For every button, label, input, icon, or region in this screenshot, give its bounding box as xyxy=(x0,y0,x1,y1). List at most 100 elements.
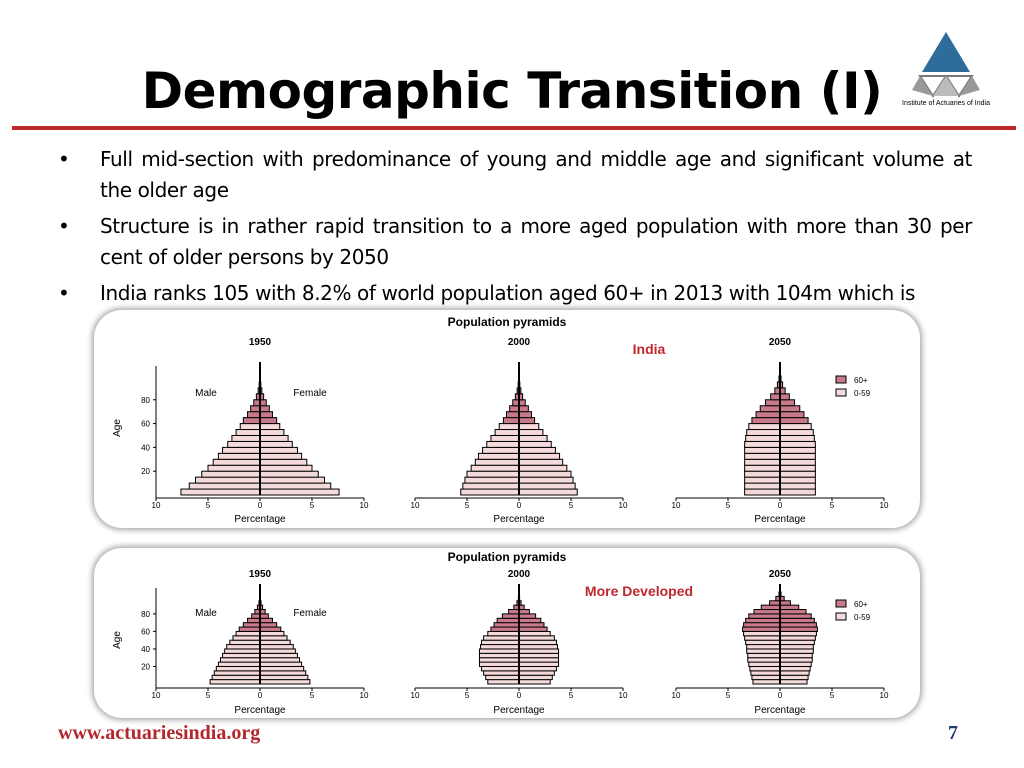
female-bar xyxy=(779,622,817,628)
male-bar xyxy=(508,609,520,615)
male-bar xyxy=(480,644,520,650)
x-tick-label: 5 xyxy=(569,691,574,700)
female-bar xyxy=(518,622,545,628)
pyramid-year-label: 2000 xyxy=(508,569,531,580)
x-tick-label: 0 xyxy=(778,691,783,700)
male-bar xyxy=(247,411,261,419)
male-bar xyxy=(759,405,781,413)
male-bar xyxy=(188,482,261,490)
male-bar xyxy=(483,670,520,676)
population-pyramid-chart: Population pyramids More Developed 1950 10 5… xyxy=(112,550,889,716)
population-pyramid-chart: Population pyramids India 1950 10 5 0 5 10 Perce… xyxy=(112,315,889,525)
male-bar xyxy=(744,446,781,454)
male-bar xyxy=(460,488,520,496)
female-bar xyxy=(259,423,281,431)
female-bar xyxy=(259,452,303,460)
female-bar xyxy=(259,679,311,685)
male-bar xyxy=(247,617,261,624)
male-bar xyxy=(748,423,781,431)
female-bar xyxy=(259,446,298,454)
female-bar xyxy=(779,423,812,431)
female-bar xyxy=(518,411,532,419)
y-tick-label: 60 xyxy=(141,627,150,636)
female-bar xyxy=(779,411,805,419)
female-bar xyxy=(259,626,282,632)
female-bar xyxy=(259,665,305,672)
male-bar xyxy=(226,644,261,650)
female-bar xyxy=(779,482,816,490)
male-bar xyxy=(224,648,261,654)
female-bar xyxy=(518,657,560,663)
male-bar xyxy=(222,446,261,454)
y-tick-label: 20 xyxy=(141,662,150,671)
footer-website-link[interactable]: www.actuariesindia.org xyxy=(58,722,261,744)
female-bar xyxy=(518,440,552,448)
male-bar xyxy=(745,434,781,442)
male-bar xyxy=(501,613,520,619)
male-bar xyxy=(746,648,781,654)
female-bar xyxy=(779,639,815,646)
page-number: 7 xyxy=(948,722,958,744)
male-bar xyxy=(478,652,520,659)
female-label: Female xyxy=(293,608,327,619)
male-bar xyxy=(502,417,520,425)
male-bar xyxy=(747,657,781,663)
male-bar xyxy=(487,679,520,685)
male-bar xyxy=(482,446,520,454)
female-bar xyxy=(518,482,576,490)
female-bar xyxy=(518,635,555,641)
male-bar xyxy=(764,399,781,407)
female-bar xyxy=(259,417,278,425)
male-label: Male xyxy=(195,608,217,619)
female-bar xyxy=(518,679,551,685)
x-tick-label: 10 xyxy=(152,691,161,700)
male-bar xyxy=(462,482,520,490)
x-tick-label: 5 xyxy=(310,691,315,700)
male-label: Male xyxy=(195,388,217,399)
female-bar xyxy=(259,657,301,663)
bullet-marker: • xyxy=(58,214,70,238)
bullet-item: • India ranks 105 with 8.2% of world popu… xyxy=(58,278,972,309)
bullet-marker: • xyxy=(58,281,70,305)
slide-title: Demographic Transition (I) xyxy=(141,62,883,120)
male-bar xyxy=(238,626,261,632)
male-bar xyxy=(470,464,520,472)
legend-label: 60+ xyxy=(854,376,868,385)
x-tick-label: 5 xyxy=(206,691,211,700)
legend-swatch xyxy=(835,599,847,608)
male-bar xyxy=(209,679,261,685)
male-bar xyxy=(496,617,520,624)
male-bar xyxy=(201,470,261,478)
female-bar xyxy=(518,613,537,619)
x-axis-label: Percentage xyxy=(493,705,545,716)
population-pyramid-panel-india: Population pyramids India 1950 10 5 0 5 10 Perce… xyxy=(94,310,920,528)
male-bar xyxy=(744,452,781,460)
female-bar xyxy=(779,604,800,611)
y-tick-label: 20 xyxy=(141,467,150,476)
female-bar xyxy=(779,405,801,413)
male-bar xyxy=(509,405,520,413)
male-bar xyxy=(235,429,261,436)
female-label: Female xyxy=(293,388,327,399)
female-bar xyxy=(779,613,812,619)
male-bar xyxy=(481,639,520,646)
male-bar xyxy=(211,674,261,681)
bullet-text: Structure is in rather rapid transition … xyxy=(100,214,972,269)
male-bar xyxy=(219,657,261,663)
x-tick-label: 10 xyxy=(152,501,161,510)
female-bar xyxy=(259,434,289,442)
female-bar xyxy=(259,476,325,484)
x-tick-label: 10 xyxy=(360,691,369,700)
male-bar xyxy=(770,393,781,401)
female-bar xyxy=(259,464,313,472)
male-bar xyxy=(212,458,261,466)
female-bar xyxy=(779,429,814,436)
x-tick-label: 10 xyxy=(672,691,681,700)
x-tick-label: 5 xyxy=(206,501,211,510)
x-tick-label: 0 xyxy=(778,501,783,510)
female-bar xyxy=(518,617,542,624)
male-bar xyxy=(490,434,520,442)
male-bar xyxy=(760,604,781,611)
pyramid-year-label: 1950 xyxy=(249,569,272,580)
male-bar xyxy=(466,470,520,478)
